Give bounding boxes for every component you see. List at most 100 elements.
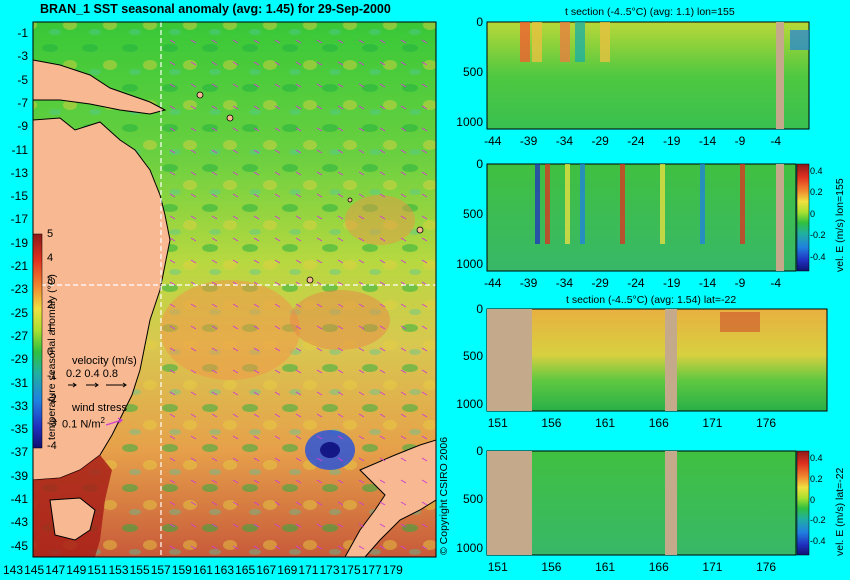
velocity-arrow <box>274 149 281 154</box>
velocity-arrow <box>295 127 302 132</box>
section-x-tick: 176 <box>756 416 777 430</box>
section-x-tick: -9 <box>734 276 746 290</box>
section1-streak <box>532 22 542 62</box>
lat-tick-label: -7 <box>17 95 28 110</box>
velocity-arrow <box>253 347 260 352</box>
velocity-arrow <box>400 435 407 440</box>
velocity-arrow <box>337 171 344 176</box>
velocity-arrow <box>190 171 197 176</box>
velocity-arrow <box>211 171 218 176</box>
section-x-tick: -34 <box>555 276 574 290</box>
velocity-arrow <box>232 171 239 176</box>
velocity-arrow <box>211 281 218 286</box>
velocity-arrow <box>295 347 302 352</box>
velocity-arrow <box>211 303 218 308</box>
velocity-arrow <box>400 127 407 132</box>
velocity-arrow <box>253 479 260 484</box>
velocity-arrow <box>169 193 176 198</box>
lon-tick-label: 153 <box>108 563 129 577</box>
velocity-arrow <box>169 501 176 506</box>
lat-tick-label: -37 <box>10 445 28 460</box>
velocity-arrow <box>358 171 365 176</box>
velocity-arrow <box>232 259 239 264</box>
lat-tick-label: -17 <box>10 212 28 227</box>
velocity-arrow <box>232 435 239 440</box>
velocity-arrow <box>316 259 323 264</box>
velocity-arrow <box>316 303 323 308</box>
colorbar-tick-label: 5 <box>47 228 54 240</box>
section-colorbar-tick: 0.4 <box>810 166 823 176</box>
velocity-arrow <box>379 215 386 220</box>
velocity-arrow <box>253 193 260 198</box>
velocity-arrow <box>316 193 323 198</box>
section-y-tick: 1000 <box>456 396 483 411</box>
velocity-arrow <box>295 523 302 528</box>
velocity-arrow <box>421 83 428 88</box>
lat-tick-label: -43 <box>10 515 28 530</box>
section-x-tick: -44 <box>484 276 502 290</box>
velocity-arrow <box>295 61 302 66</box>
velocity-arrow <box>169 369 176 374</box>
velocity-arrow <box>253 545 260 550</box>
velocity-arrow <box>253 369 260 374</box>
lat-tick-label: -21 <box>10 259 28 273</box>
lon-tick-label: 151 <box>87 563 108 577</box>
velocity-arrow <box>379 501 386 506</box>
section-panel-3 <box>486 308 828 412</box>
velocity-arrow <box>379 105 386 110</box>
lon-tick-label: 169 <box>277 563 298 577</box>
velocity-arrow <box>274 457 281 462</box>
velocity-arrow <box>337 193 344 198</box>
velocity-arrow <box>379 369 386 374</box>
velocity-arrow <box>253 523 260 528</box>
velocity-arrow <box>358 347 365 352</box>
velocity-arrow <box>211 259 218 264</box>
velocity-arrow <box>316 237 323 242</box>
velocity-arrow <box>253 303 260 308</box>
velocity-arrow <box>295 457 302 462</box>
velocity-arrow <box>211 391 218 396</box>
velocity-arrow <box>274 391 281 396</box>
velocity-arrow <box>400 149 407 154</box>
lon-tick-label: 175 <box>340 563 361 577</box>
velocity-arrow <box>316 83 323 88</box>
velocity-arrow <box>316 435 323 440</box>
velocity-legend-values: 0.2 0.4 0.8 <box>66 368 118 380</box>
lat-tick-label: -3 <box>17 49 28 64</box>
section-x-tick: 161 <box>595 416 616 430</box>
velocity-arrow <box>169 259 176 264</box>
section-y-tick: 1000 <box>456 256 483 271</box>
velocity-arrow <box>421 413 428 418</box>
velocity-arrow <box>337 391 344 396</box>
velocity-arrow <box>295 83 302 88</box>
section2-land <box>776 164 784 271</box>
velocity-arrow <box>421 391 428 396</box>
velocity-arrow <box>211 545 218 550</box>
section2-colorbar <box>796 163 810 272</box>
velocity-arrow <box>232 523 239 528</box>
velocity-arrow <box>295 369 302 374</box>
section-x-tick: -24 <box>627 276 645 290</box>
velocity-arrow <box>274 259 281 264</box>
velocity-arrow <box>358 259 365 264</box>
velocity-arrow <box>253 39 260 44</box>
velocity-arrow <box>190 413 197 418</box>
velocity-arrow <box>421 435 428 440</box>
lon-tick-label: 159 <box>171 563 192 577</box>
section-colorbar-tick: 0.2 <box>810 473 823 484</box>
velocity-arrow <box>190 39 197 44</box>
lon-tick-label: 147 <box>45 563 66 577</box>
velocity-arrow <box>379 523 386 528</box>
velocity-legend-arrows <box>68 382 127 388</box>
velocity-arrow <box>274 435 281 440</box>
colorbar-tick-label: 4 <box>47 251 54 264</box>
velocity-arrow <box>211 347 218 352</box>
velocity-arrow <box>190 435 197 440</box>
velocity-arrow <box>169 105 176 110</box>
velocity-arrow <box>190 545 197 550</box>
velocity-arrow <box>421 457 428 462</box>
velocity-arrow <box>337 83 344 88</box>
velocity-arrow <box>400 61 407 66</box>
velocity-arrow <box>190 237 197 242</box>
velocity-arrow <box>169 325 176 330</box>
